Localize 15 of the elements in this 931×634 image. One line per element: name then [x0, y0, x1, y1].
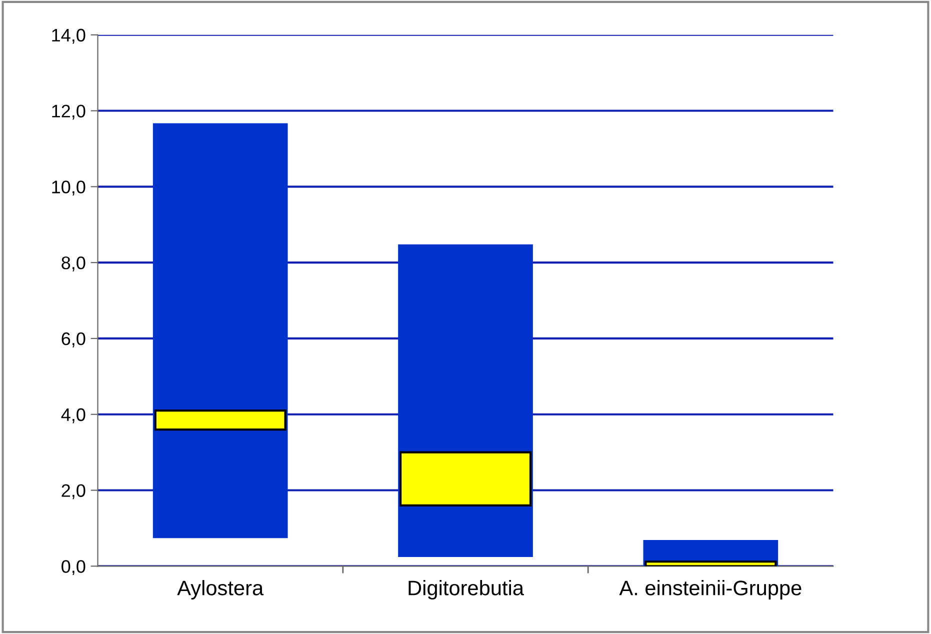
x-tick-label: Digitorebutia — [408, 580, 524, 600]
y-tick-label: 4,0 — [61, 408, 86, 424]
y-tick-label: 6,0 — [62, 332, 86, 348]
bar — [644, 560, 777, 566]
bar — [152, 123, 288, 538]
y-tick-label: 10,0 — [52, 180, 86, 196]
y-tick-label: 12,0 — [52, 104, 86, 120]
y-tick-label: 0,0 — [62, 560, 86, 576]
y-tick-label: 8,0 — [62, 256, 86, 272]
y-tick-label: 14,0 — [52, 28, 86, 44]
bar — [154, 410, 286, 431]
x-tick-label: Aylostera — [177, 580, 264, 600]
y-tick-label: 2,0 — [62, 484, 86, 500]
bar — [399, 451, 532, 506]
x-tick-label: A. einsteinii-Gruppe — [619, 580, 802, 600]
